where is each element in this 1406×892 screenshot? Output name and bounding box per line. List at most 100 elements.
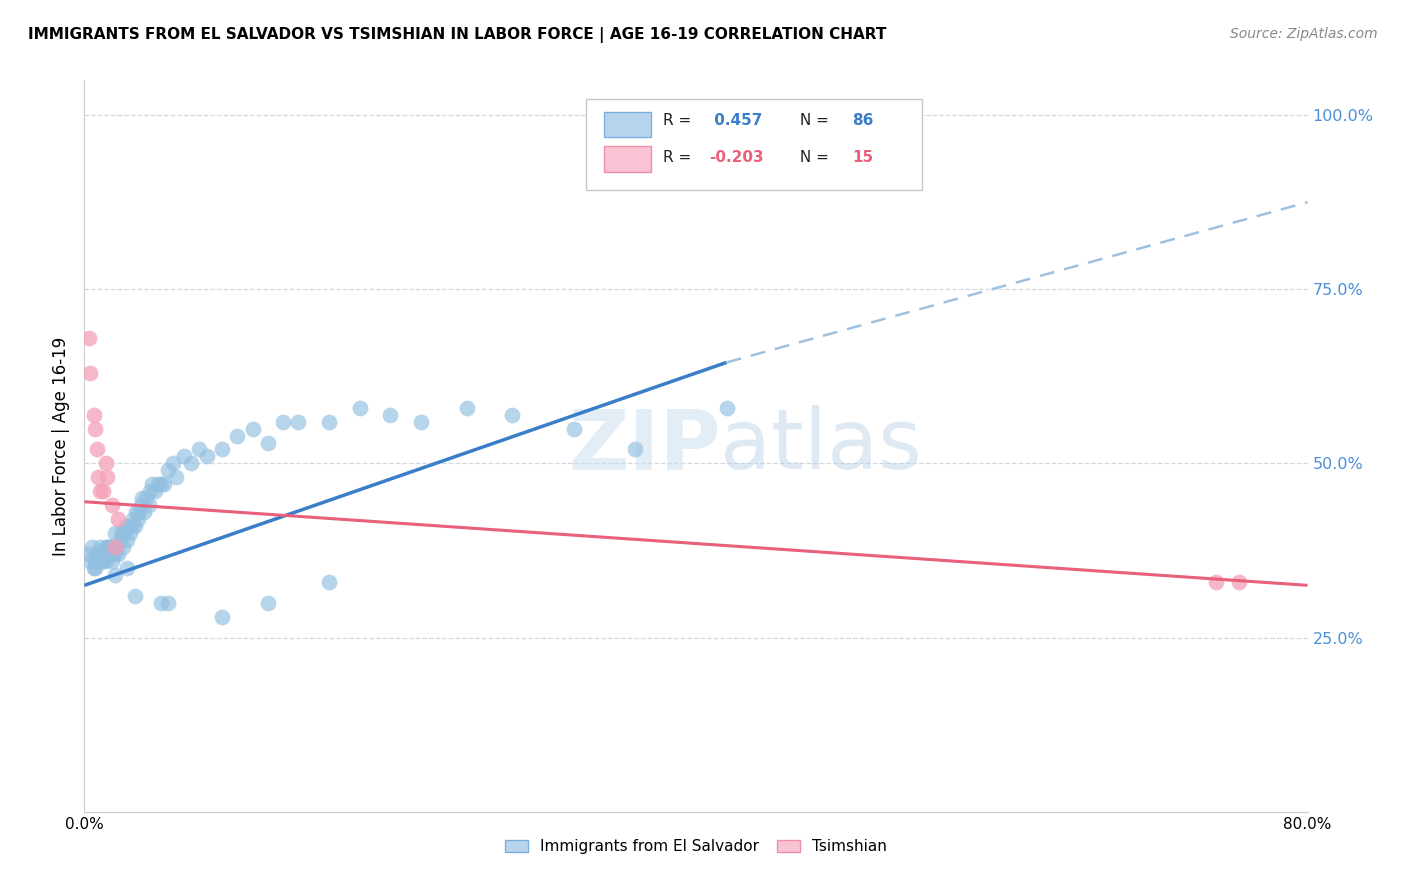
Text: N =: N =	[794, 150, 834, 165]
Point	[83, 408, 105, 422]
Point	[104, 547, 127, 561]
Point	[146, 477, 169, 491]
Point	[149, 477, 172, 491]
Point	[107, 512, 129, 526]
Point	[77, 547, 100, 561]
Point	[318, 574, 340, 589]
Bar	[605, 146, 651, 171]
Point	[115, 533, 138, 547]
Point	[107, 547, 129, 561]
Point	[77, 331, 100, 345]
Point	[149, 596, 172, 610]
Point	[108, 533, 131, 547]
Point	[115, 561, 138, 575]
Point	[257, 596, 280, 610]
Text: R =: R =	[664, 113, 696, 128]
Point	[110, 526, 132, 541]
Point	[211, 442, 233, 457]
Point	[103, 540, 125, 554]
Point	[89, 484, 111, 499]
Point	[112, 526, 135, 541]
Point	[139, 484, 162, 499]
Point	[124, 519, 146, 533]
Point	[98, 540, 121, 554]
Point	[94, 554, 117, 568]
Point	[173, 450, 195, 464]
Point	[104, 526, 127, 541]
Point	[87, 470, 110, 484]
Point	[96, 540, 118, 554]
FancyBboxPatch shape	[586, 99, 922, 190]
Point	[86, 442, 108, 457]
Point	[716, 401, 738, 415]
Point	[101, 547, 124, 561]
Point	[104, 567, 127, 582]
Point	[111, 540, 134, 554]
Point	[89, 547, 111, 561]
Point	[86, 547, 108, 561]
Text: 86: 86	[852, 113, 875, 128]
Point	[80, 540, 103, 554]
Point	[349, 401, 371, 415]
Point	[271, 415, 294, 429]
Point	[91, 547, 114, 561]
Point	[96, 547, 118, 561]
Text: IMMIGRANTS FROM EL SALVADOR VS TSIMSHIAN IN LABOR FORCE | AGE 16-19 CORRELATION : IMMIGRANTS FROM EL SALVADOR VS TSIMSHIAN…	[28, 27, 887, 43]
Point	[96, 470, 118, 484]
Point	[165, 470, 187, 484]
Point	[120, 526, 142, 541]
Point	[84, 554, 107, 568]
Point	[87, 554, 110, 568]
Point	[132, 505, 155, 519]
Point	[456, 401, 478, 415]
Point	[143, 484, 166, 499]
Text: ZIP: ZIP	[568, 406, 720, 486]
Text: Source: ZipAtlas.com: Source: ZipAtlas.com	[1230, 27, 1378, 41]
Point	[91, 484, 114, 499]
Point	[127, 512, 149, 526]
Point	[94, 540, 117, 554]
Point	[624, 442, 647, 457]
Point	[91, 554, 114, 568]
Point	[124, 589, 146, 603]
Point	[114, 519, 136, 533]
Point	[105, 540, 128, 554]
Y-axis label: In Labor Force | Age 16-19: In Labor Force | Age 16-19	[52, 336, 70, 556]
Point	[125, 505, 148, 519]
Point	[135, 491, 157, 506]
Point	[104, 540, 127, 554]
Point	[318, 415, 340, 429]
Point	[1205, 574, 1227, 589]
Point	[380, 408, 402, 422]
Text: N =: N =	[794, 113, 834, 128]
Point	[409, 415, 432, 429]
Point	[122, 512, 145, 526]
Point	[79, 366, 101, 380]
Point	[141, 477, 163, 491]
Point	[101, 498, 124, 512]
Point	[101, 554, 124, 568]
Point	[180, 457, 202, 471]
Point	[502, 408, 524, 422]
Point	[87, 547, 110, 561]
Point	[211, 609, 233, 624]
Point	[94, 457, 117, 471]
Point	[121, 519, 143, 533]
Bar	[605, 112, 651, 137]
Point	[257, 435, 280, 450]
Point	[86, 554, 108, 568]
Point	[129, 498, 152, 512]
Point	[93, 547, 115, 561]
Point	[83, 561, 105, 575]
Point	[89, 540, 111, 554]
Point	[1227, 574, 1250, 589]
Point	[97, 540, 120, 554]
Point	[287, 415, 309, 429]
Point	[128, 505, 150, 519]
Point	[157, 463, 180, 477]
Point	[195, 450, 218, 464]
Point	[84, 561, 107, 575]
Text: atlas: atlas	[720, 406, 922, 486]
Point	[138, 498, 160, 512]
Point	[79, 554, 101, 568]
